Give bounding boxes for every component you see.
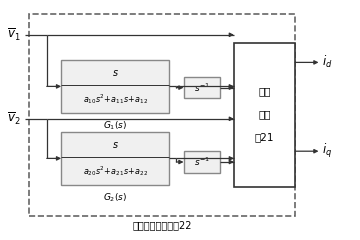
Bar (61, 60, 169, 113)
Text: 向量: 向量 (258, 109, 271, 119)
Text: $s$: $s$ (112, 68, 119, 78)
Text: $s^{-1}$: $s^{-1}$ (194, 156, 210, 168)
Bar (184, 151, 220, 173)
Text: $\overline{v}_1$: $\overline{v}_1$ (7, 27, 21, 43)
Bar (61, 132, 169, 185)
Text: 支持向量机广义逆22: 支持向量机广义逆22 (132, 221, 192, 231)
Text: $G_2(s)$: $G_2(s)$ (103, 192, 127, 204)
Text: $s$: $s$ (112, 140, 119, 150)
Text: 机21: 机21 (255, 132, 274, 142)
Bar (184, 77, 220, 98)
Text: $\overline{v}_2$: $\overline{v}_2$ (7, 111, 21, 127)
Text: $a_{10}s^2\!+\!a_{11}s\!+\!a_{12}$: $a_{10}s^2\!+\!a_{11}s\!+\!a_{12}$ (83, 92, 148, 106)
Text: $i_d$: $i_d$ (322, 54, 333, 71)
Text: $G_1(s)$: $G_1(s)$ (103, 120, 127, 132)
Bar (29, 14, 295, 216)
Bar (234, 43, 295, 187)
Text: $a_{20}s^2\!+\!a_{21}s\!+\!a_{22}$: $a_{20}s^2\!+\!a_{21}s\!+\!a_{22}$ (83, 164, 148, 178)
Text: $s^{-1}$: $s^{-1}$ (194, 81, 210, 94)
Text: $i_q$: $i_q$ (322, 142, 332, 160)
Text: 支持: 支持 (258, 86, 271, 96)
